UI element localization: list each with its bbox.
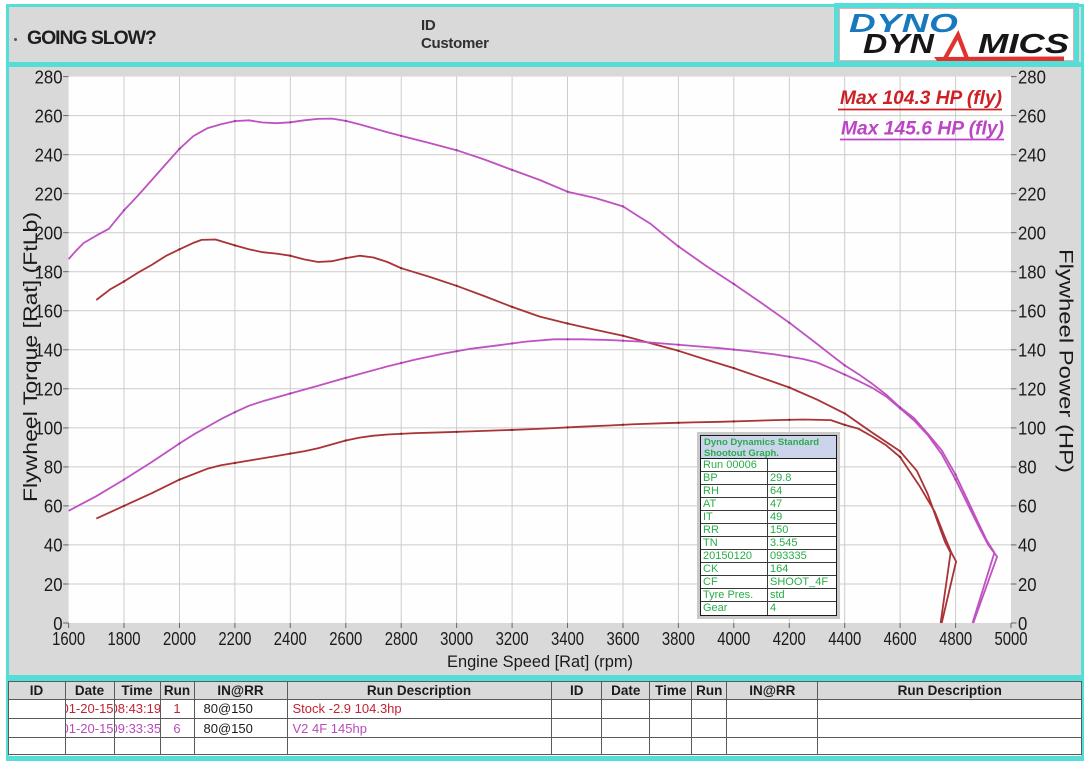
svg-text:4200: 4200 [773,628,806,649]
svg-text:240: 240 [35,145,63,166]
svg-text:4800: 4800 [939,628,972,649]
svg-text:Max 145.6 HP (fly): Max 145.6 HP (fly) [841,118,1004,140]
svg-text:160: 160 [1018,301,1046,322]
svg-text:260: 260 [35,105,63,126]
svg-text:20: 20 [1018,574,1037,595]
svg-text:120: 120 [35,379,63,400]
svg-text:80: 80 [44,457,63,478]
svg-text:280: 280 [35,66,63,87]
svg-text:200: 200 [35,223,63,244]
svg-text:Flywheel Power (HP): Flywheel Power (HP) [1055,249,1076,473]
svg-text:200: 200 [1018,223,1046,244]
svg-text:1800: 1800 [108,628,141,649]
svg-text:80: 80 [1018,457,1037,478]
svg-text:240: 240 [1018,145,1046,166]
svg-text:3200: 3200 [496,628,529,649]
svg-text:Flywheel Torque [Rat] (FtLb): Flywheel Torque [Rat] (FtLb) [21,212,42,502]
svg-text:3600: 3600 [607,628,640,649]
svg-text:120: 120 [1018,379,1046,400]
svg-text:0: 0 [53,613,62,634]
svg-text:2200: 2200 [218,628,251,649]
svg-text:140: 140 [35,340,63,361]
svg-text:0: 0 [1018,613,1027,634]
svg-text:4400: 4400 [828,628,861,649]
svg-text:2000: 2000 [163,628,196,649]
svg-text:180: 180 [1018,262,1046,283]
svg-text:40: 40 [1018,535,1037,556]
svg-text:2800: 2800 [385,628,418,649]
svg-text:Max 104.3 HP (fly): Max 104.3 HP (fly) [840,87,1002,109]
svg-text:60: 60 [44,496,63,517]
svg-text:Engine Speed [Rat] (rpm): Engine Speed [Rat] (rpm) [447,652,633,671]
svg-text:3400: 3400 [551,628,584,649]
svg-text:2600: 2600 [329,628,362,649]
svg-text:3000: 3000 [440,628,473,649]
svg-text:1600: 1600 [52,628,85,649]
svg-text:280: 280 [1018,66,1046,87]
svg-text:4000: 4000 [717,628,750,649]
svg-text:140: 140 [1018,340,1046,361]
svg-text:40: 40 [44,535,63,556]
svg-text:220: 220 [35,184,63,205]
svg-text:20: 20 [44,574,63,595]
svg-text:100: 100 [1018,418,1046,439]
svg-text:2400: 2400 [274,628,307,649]
svg-text:4600: 4600 [884,628,917,649]
svg-text:180: 180 [35,262,63,283]
svg-text:60: 60 [1018,496,1037,517]
svg-text:5000: 5000 [995,628,1028,649]
svg-text:260: 260 [1018,105,1046,126]
svg-text:100: 100 [35,418,63,439]
svg-text:220: 220 [1018,184,1046,205]
svg-text:160: 160 [35,301,63,322]
svg-text:3800: 3800 [662,628,695,649]
